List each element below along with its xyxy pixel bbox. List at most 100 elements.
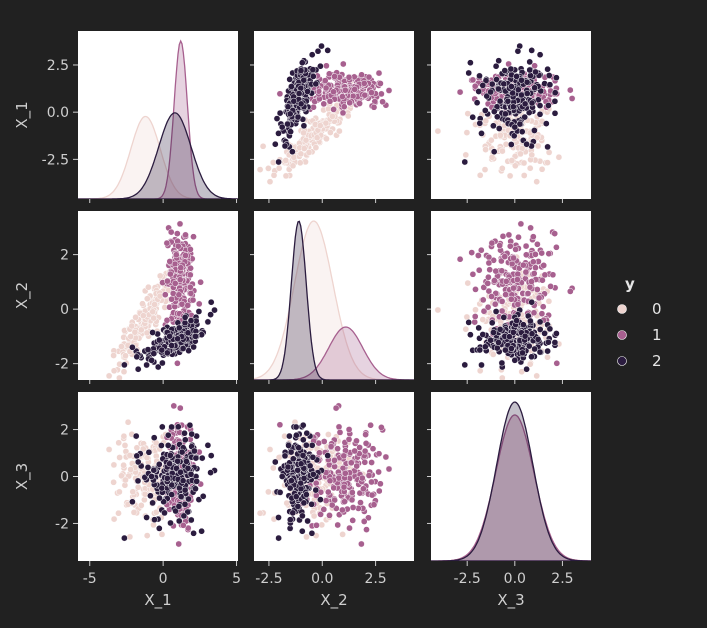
scatter-point-class-2 bbox=[498, 359, 506, 367]
scatter-point-class-2 bbox=[271, 140, 279, 148]
scatter-point-class-2 bbox=[467, 331, 474, 339]
scatter-point-class-2 bbox=[481, 107, 489, 114]
scatter-point-class-1 bbox=[339, 60, 347, 68]
scatter-point-class-2 bbox=[546, 325, 554, 333]
scatter-point-class-1 bbox=[167, 228, 175, 236]
scatter-point-class-0 bbox=[344, 112, 352, 120]
scatter-point-class-2 bbox=[183, 458, 190, 465]
scatter-point-class-1 bbox=[335, 423, 343, 431]
scatter-point-class-2 bbox=[287, 448, 295, 456]
scatter-point-class-2 bbox=[289, 148, 296, 156]
scatter-point-class-1 bbox=[484, 280, 492, 287]
scatter-point-class-2 bbox=[155, 525, 163, 532]
scatter-point-class-2 bbox=[312, 80, 320, 88]
scatter-point-class-0 bbox=[300, 129, 307, 137]
scatter-point-class-0 bbox=[526, 360, 534, 368]
scatter-point-class-2 bbox=[284, 463, 292, 471]
scatter-point-class-2 bbox=[534, 335, 542, 343]
scatter-point-class-2 bbox=[536, 326, 544, 333]
scatter-point-class-0 bbox=[115, 386, 121, 392]
scatter-point-class-1 bbox=[326, 477, 334, 485]
scatter-point-class-2 bbox=[509, 329, 517, 336]
scatter-point-class-0 bbox=[463, 129, 471, 136]
scatter-point-class-1 bbox=[515, 233, 522, 241]
scatter-point-class-2 bbox=[300, 122, 308, 130]
scatter-point-class-2 bbox=[143, 514, 150, 521]
scatter-point-class-1 bbox=[514, 276, 521, 284]
panel-content bbox=[434, 220, 576, 388]
scatter-point-class-2 bbox=[275, 158, 282, 166]
panel-X_1-vs-X_1 bbox=[78, 31, 238, 199]
scatter-point-class-1 bbox=[382, 453, 390, 461]
scatter-point-class-1 bbox=[485, 287, 493, 295]
scatter-point-class-2 bbox=[188, 430, 196, 438]
scatter-point-class-1 bbox=[182, 252, 189, 259]
scatter-point-class-1 bbox=[510, 254, 517, 262]
scatter-point-class-1 bbox=[345, 436, 353, 443]
scatter-point-class-1 bbox=[349, 517, 357, 524]
scatter-point-class-2 bbox=[544, 347, 551, 355]
scatter-point-class-2 bbox=[174, 423, 182, 431]
scatter-point-class-1 bbox=[507, 295, 515, 303]
scatter-point-class-1 bbox=[385, 87, 393, 94]
scatter-point-class-1 bbox=[365, 514, 372, 522]
scatter-point-class-2 bbox=[518, 76, 525, 84]
scatter-point-class-0 bbox=[482, 117, 490, 125]
scatter-point-class-2 bbox=[526, 66, 534, 74]
scatter-point-class-2 bbox=[553, 330, 560, 337]
scatter-point-class-0 bbox=[489, 351, 497, 358]
scatter-point-class-1 bbox=[171, 280, 179, 287]
scatter-point-class-0 bbox=[472, 306, 479, 314]
x-tick-label: 2.5 bbox=[364, 571, 386, 587]
scatter-point-class-2 bbox=[523, 78, 531, 86]
scatter-point-class-2 bbox=[145, 448, 153, 456]
scatter-point-class-2 bbox=[292, 493, 300, 500]
panel-content bbox=[105, 220, 218, 392]
scatter-point-class-1 bbox=[484, 303, 492, 311]
scatter-point-class-2 bbox=[172, 507, 179, 515]
x-tick-label: 0 bbox=[159, 571, 168, 587]
scatter-point-class-1 bbox=[566, 288, 574, 295]
scatter-point-class-0 bbox=[482, 382, 488, 388]
scatter-point-class-2 bbox=[184, 464, 192, 472]
scatter-point-class-1 bbox=[331, 456, 338, 464]
scatter-point-class-1 bbox=[522, 251, 530, 259]
scatter-point-class-0 bbox=[105, 372, 113, 380]
kde-curve-class-1 bbox=[254, 326, 414, 380]
scatter-point-class-2 bbox=[306, 462, 314, 470]
scatter-point-class-2 bbox=[509, 103, 517, 111]
scatter-point-class-2 bbox=[324, 47, 332, 54]
scatter-point-class-2 bbox=[476, 72, 483, 80]
scatter-point-class-0 bbox=[303, 533, 310, 541]
scatter-point-class-2 bbox=[281, 142, 289, 150]
scatter-point-class-0 bbox=[533, 372, 541, 380]
scatter-point-class-0 bbox=[289, 162, 297, 170]
scatter-point-class-2 bbox=[132, 432, 140, 440]
scatter-point-class-0 bbox=[110, 367, 118, 375]
scatter-point-class-2 bbox=[207, 311, 214, 318]
scatter-point-class-1 bbox=[167, 270, 174, 278]
scatter-point-class-2 bbox=[276, 109, 284, 117]
scatter-point-class-2 bbox=[192, 332, 199, 340]
scatter-point-class-2 bbox=[475, 88, 483, 95]
scatter-point-class-2 bbox=[487, 88, 494, 96]
scatter-point-class-2 bbox=[178, 448, 186, 456]
scatter-point-class-0 bbox=[122, 352, 129, 360]
scatter-point-class-1 bbox=[176, 276, 184, 284]
scatter-point-class-2 bbox=[304, 88, 311, 95]
scatter-point-class-0 bbox=[126, 533, 134, 541]
scatter-point-class-1 bbox=[553, 243, 560, 251]
y-tick-label: 2.5 bbox=[47, 58, 69, 74]
scatter-point-class-2 bbox=[284, 103, 292, 111]
scatter-point-class-1 bbox=[480, 284, 488, 291]
scatter-point-class-1 bbox=[512, 246, 519, 253]
scatter-point-class-2 bbox=[506, 333, 513, 340]
scatter-point-class-0 bbox=[121, 442, 129, 449]
legend: y0 1 2 bbox=[617, 275, 662, 370]
scatter-point-class-1 bbox=[485, 259, 493, 267]
scatter-point-class-1 bbox=[316, 449, 323, 457]
scatter-point-class-0 bbox=[116, 454, 123, 461]
scatter-point-class-2 bbox=[507, 141, 515, 148]
scatter-point-class-0 bbox=[128, 322, 136, 330]
scatter-point-class-0 bbox=[476, 171, 484, 179]
